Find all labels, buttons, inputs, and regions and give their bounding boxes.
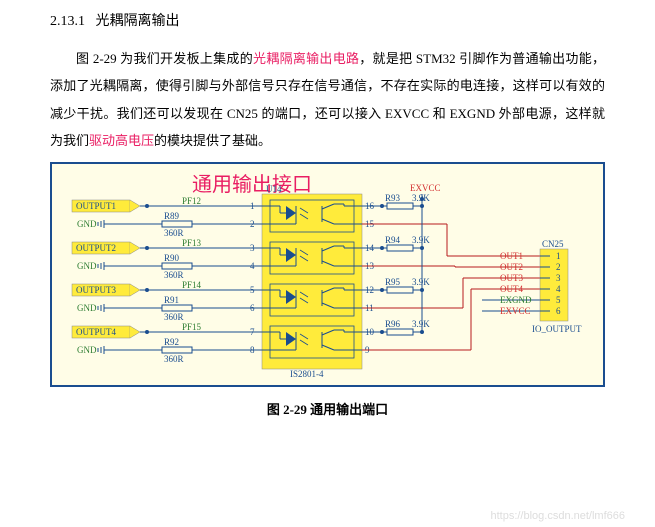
svg-text:U14: U14 bbox=[266, 184, 282, 194]
highlight-text: 驱动高电压 bbox=[89, 133, 154, 148]
svg-text:OUTPUT2: OUTPUT2 bbox=[76, 243, 116, 253]
svg-text:R90: R90 bbox=[164, 253, 180, 263]
section-number: 2.13.1 bbox=[50, 14, 85, 29]
watermark: https://blog.csdn.net/lmf666 bbox=[490, 510, 625, 522]
svg-text:1: 1 bbox=[556, 251, 561, 261]
svg-text:360R: 360R bbox=[164, 228, 184, 238]
circuit-figure: 通用输出接口 U14 IS2801-4 12161534141356121178… bbox=[50, 162, 605, 387]
section-heading: 2.13.1 光耦隔离输出 bbox=[50, 10, 605, 30]
svg-text:4: 4 bbox=[556, 284, 561, 294]
svg-text:OUTPUT1: OUTPUT1 bbox=[76, 201, 116, 211]
svg-text:3: 3 bbox=[556, 273, 561, 283]
svg-text:360R: 360R bbox=[164, 270, 184, 280]
svg-text:PF13: PF13 bbox=[182, 238, 202, 248]
svg-text:OUTPUT4: OUTPUT4 bbox=[76, 327, 116, 337]
svg-text:OUT2: OUT2 bbox=[500, 262, 523, 272]
svg-text:CN25: CN25 bbox=[542, 239, 564, 249]
highlight-text: 光耦隔离输出电路 bbox=[253, 51, 359, 66]
circuit-svg: U14 IS2801-4 12161534141356121178109 OUT… bbox=[52, 164, 597, 384]
svg-text:PF12: PF12 bbox=[182, 196, 201, 206]
svg-text:EXVCC: EXVCC bbox=[410, 183, 441, 193]
svg-text:OUT1: OUT1 bbox=[500, 251, 523, 261]
svg-text:3.9K: 3.9K bbox=[412, 277, 430, 287]
svg-text:PF15: PF15 bbox=[182, 322, 202, 332]
svg-text:GND: GND bbox=[77, 219, 97, 229]
svg-text:R91: R91 bbox=[164, 295, 179, 305]
svg-text:GND: GND bbox=[77, 261, 97, 271]
svg-text:GND: GND bbox=[77, 345, 97, 355]
svg-text:3.9K: 3.9K bbox=[412, 235, 430, 245]
svg-text:5: 5 bbox=[556, 295, 561, 305]
svg-text:360R: 360R bbox=[164, 354, 184, 364]
svg-text:OUTPUT3: OUTPUT3 bbox=[76, 285, 116, 295]
section-title-text: 光耦隔离输出 bbox=[96, 14, 180, 29]
svg-text:IS2801-4: IS2801-4 bbox=[290, 369, 324, 379]
svg-text:PF14: PF14 bbox=[182, 280, 202, 290]
svg-text:R94: R94 bbox=[385, 235, 401, 245]
svg-text:3.9K: 3.9K bbox=[412, 319, 430, 329]
svg-text:6: 6 bbox=[556, 306, 561, 316]
body-paragraph: 图 2-29 为我们开发板上集成的光耦隔离输出电路，就是把 STM32 引脚作为… bbox=[50, 45, 605, 154]
svg-text:OUT3: OUT3 bbox=[500, 273, 523, 283]
svg-text:R89: R89 bbox=[164, 211, 180, 221]
svg-text:EXVCC: EXVCC bbox=[500, 306, 531, 316]
svg-text:R96: R96 bbox=[385, 319, 401, 329]
svg-text:R95: R95 bbox=[385, 277, 401, 287]
figure-caption: 图 2-29 通用输出端口 bbox=[50, 399, 605, 418]
svg-text:GND: GND bbox=[77, 303, 97, 313]
svg-text:EXGND: EXGND bbox=[500, 295, 532, 305]
svg-text:IO_OUTPUT: IO_OUTPUT bbox=[532, 324, 582, 334]
svg-text:R93: R93 bbox=[385, 193, 401, 203]
svg-text:2: 2 bbox=[556, 262, 561, 272]
svg-text:OUT4: OUT4 bbox=[500, 284, 523, 294]
svg-text:R92: R92 bbox=[164, 337, 179, 347]
svg-text:360R: 360R bbox=[164, 312, 184, 322]
